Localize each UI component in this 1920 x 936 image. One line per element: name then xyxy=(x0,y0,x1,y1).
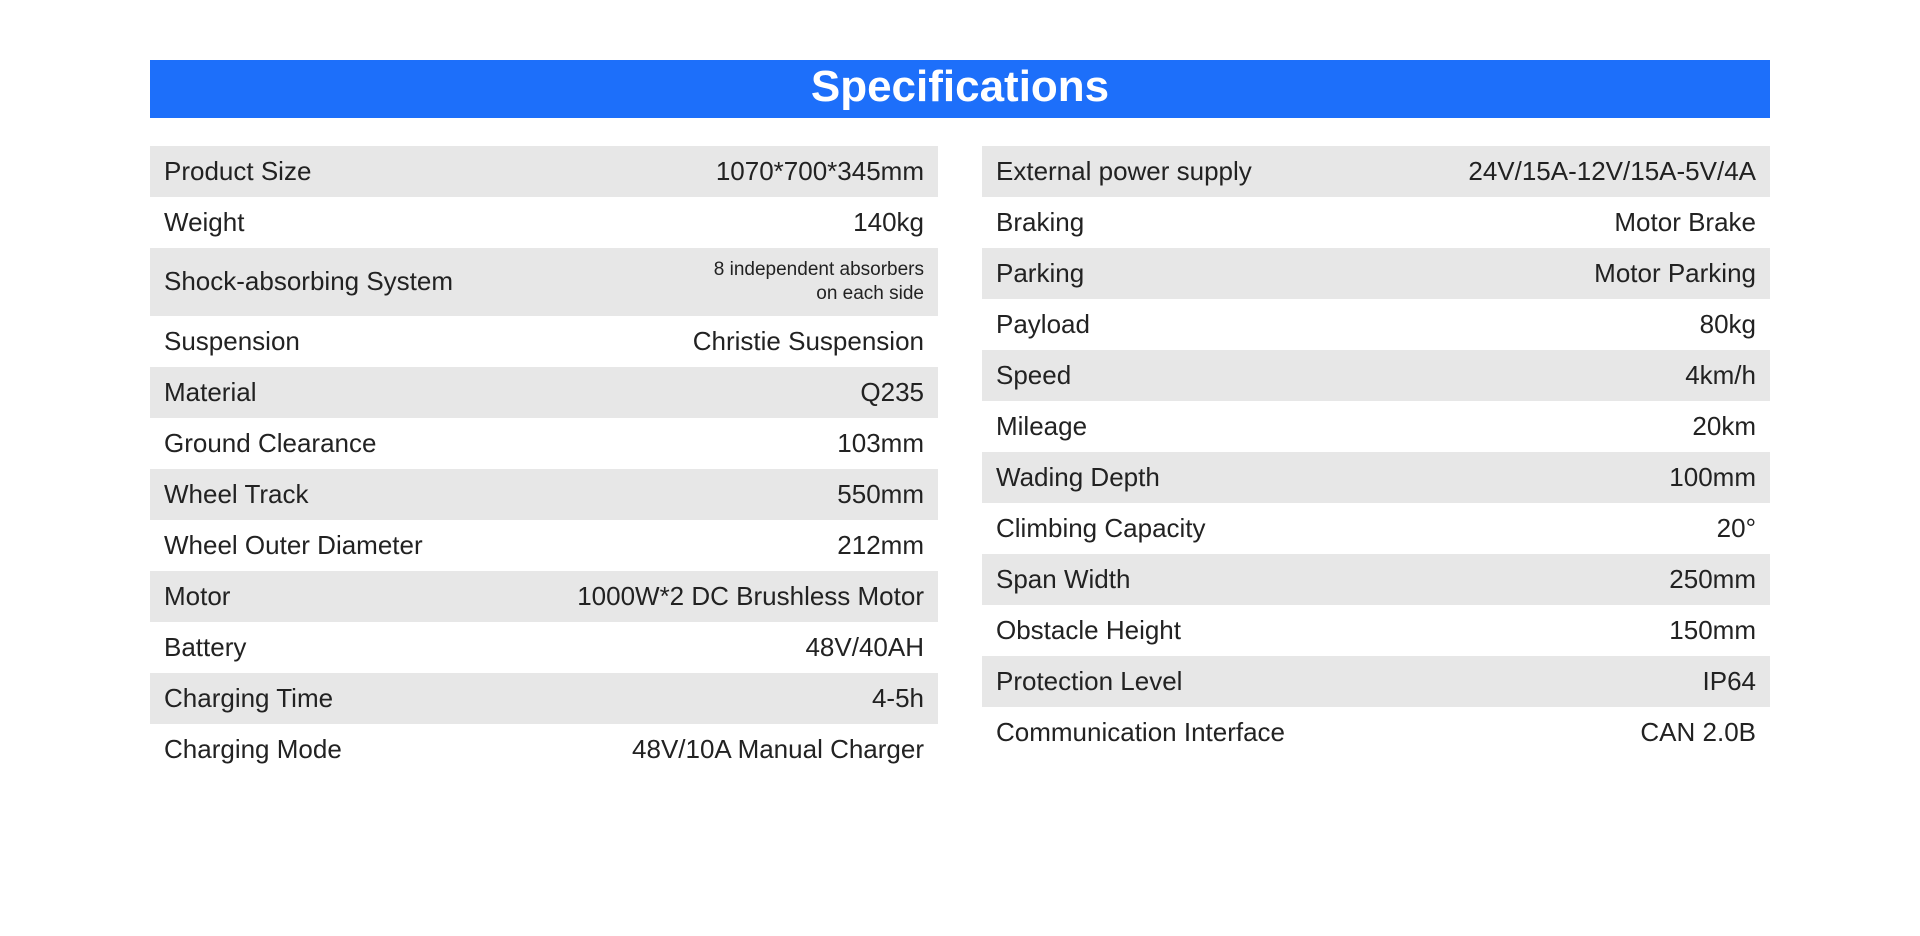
spec-label: Material xyxy=(164,377,268,408)
spec-label: Motor xyxy=(164,581,242,612)
spec-label: Weight xyxy=(164,207,256,238)
spec-row: External power supply24V/15A-12V/15A-5V/… xyxy=(982,146,1770,197)
spec-label: Wheel Outer Diameter xyxy=(164,530,435,561)
spec-row: Wading Depth100mm xyxy=(982,452,1770,503)
spec-value: 150mm xyxy=(1193,615,1756,646)
spec-label: Span Width xyxy=(996,564,1142,595)
spec-value: 48V/10A Manual Charger xyxy=(354,734,924,765)
spec-value: 1000W*2 DC Brushless Motor xyxy=(242,581,924,612)
spec-column-left: Product Size1070*700*345mmWeight140kgSho… xyxy=(150,146,938,775)
spec-row: Motor1000W*2 DC Brushless Motor xyxy=(150,571,938,622)
spec-value: 20° xyxy=(1218,513,1756,544)
spec-row: Wheel Outer Diameter212mm xyxy=(150,520,938,571)
spec-value: Motor Parking xyxy=(1096,258,1756,289)
spec-value: 100mm xyxy=(1172,462,1756,493)
spec-row: ParkingMotor Parking xyxy=(982,248,1770,299)
spec-label: Payload xyxy=(996,309,1102,340)
spec-label: Product Size xyxy=(164,156,323,187)
spec-label: Speed xyxy=(996,360,1083,391)
spec-label: Obstacle Height xyxy=(996,615,1193,646)
spec-value: Motor Brake xyxy=(1096,207,1756,238)
spec-label: Battery xyxy=(164,632,258,663)
spec-row: Battery48V/40AH xyxy=(150,622,938,673)
spec-row: Communication InterfaceCAN 2.0B xyxy=(982,707,1770,758)
spec-value: IP64 xyxy=(1194,666,1756,697)
spec-value: 212mm xyxy=(435,530,924,561)
spec-label: Communication Interface xyxy=(996,717,1297,748)
spec-row: MaterialQ235 xyxy=(150,367,938,418)
spec-value: 4-5h xyxy=(345,683,924,714)
spec-row: Payload80kg xyxy=(982,299,1770,350)
spec-value: CAN 2.0B xyxy=(1297,717,1756,748)
spec-value: 103mm xyxy=(388,428,924,459)
spec-row: Product Size1070*700*345mm xyxy=(150,146,938,197)
spec-value: Christie Suspension xyxy=(312,326,924,357)
spec-row: Mileage20km xyxy=(982,401,1770,452)
spec-label: Ground Clearance xyxy=(164,428,388,459)
spec-row: Ground Clearance103mm xyxy=(150,418,938,469)
spec-value: Q235 xyxy=(268,377,924,408)
spec-columns: Product Size1070*700*345mmWeight140kgSho… xyxy=(150,146,1770,775)
spec-value: 24V/15A-12V/15A-5V/4A xyxy=(1264,156,1756,187)
spec-row: Speed4km/h xyxy=(982,350,1770,401)
spec-label: Protection Level xyxy=(996,666,1194,697)
spec-value: 80kg xyxy=(1102,309,1756,340)
spec-label: Charging Mode xyxy=(164,734,354,765)
spec-value: 1070*700*345mm xyxy=(323,156,924,187)
spec-row: Wheel Track550mm xyxy=(150,469,938,520)
spec-label: Shock-absorbing System xyxy=(164,266,465,297)
spec-value: 20km xyxy=(1099,411,1756,442)
spec-row: SuspensionChristie Suspension xyxy=(150,316,938,367)
spec-column-right: External power supply24V/15A-12V/15A-5V/… xyxy=(982,146,1770,775)
spec-label: Mileage xyxy=(996,411,1099,442)
spec-label: Wheel Track xyxy=(164,479,321,510)
spec-label: Braking xyxy=(996,207,1096,238)
spec-value: 250mm xyxy=(1142,564,1756,595)
spec-label: Suspension xyxy=(164,326,312,357)
spec-value: 48V/40AH xyxy=(258,632,924,663)
spec-label: External power supply xyxy=(996,156,1264,187)
spec-row: Span Width250mm xyxy=(982,554,1770,605)
spec-label: Climbing Capacity xyxy=(996,513,1218,544)
spec-value: 550mm xyxy=(321,479,925,510)
spec-row: Charging Time4-5h xyxy=(150,673,938,724)
spec-value: 140kg xyxy=(256,207,924,238)
spec-row: Shock-absorbing System8 independent abso… xyxy=(150,248,938,316)
spec-row: Weight140kg xyxy=(150,197,938,248)
spec-label: Charging Time xyxy=(164,683,345,714)
spec-label: Wading Depth xyxy=(996,462,1172,493)
spec-row: Charging Mode48V/10A Manual Charger xyxy=(150,724,938,775)
title-bar: Specifications xyxy=(150,60,1770,118)
spec-value: 8 independent absorberson each side xyxy=(465,258,924,306)
spec-row: Obstacle Height150mm xyxy=(982,605,1770,656)
spec-row: Protection LevelIP64 xyxy=(982,656,1770,707)
spec-row: BrakingMotor Brake xyxy=(982,197,1770,248)
spec-label: Parking xyxy=(996,258,1096,289)
spec-row: Climbing Capacity20° xyxy=(982,503,1770,554)
spec-value: 4km/h xyxy=(1083,360,1756,391)
